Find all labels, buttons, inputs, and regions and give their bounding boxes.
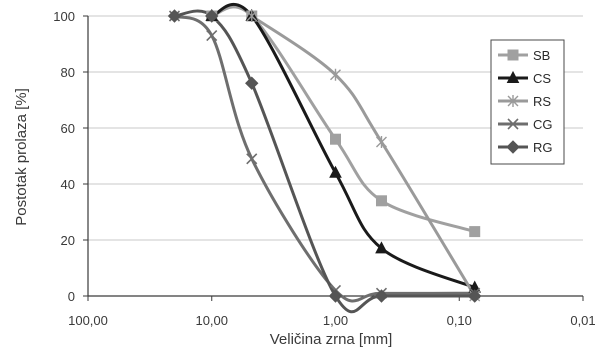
- x-tick-label: 100,00: [68, 313, 108, 328]
- series-line-rs: [250, 14, 477, 298]
- series-line-cg: [173, 14, 477, 303]
- y-tick-label: 60: [61, 121, 75, 136]
- legend-marker-rs: [507, 95, 519, 107]
- data-point-rg: [468, 289, 482, 303]
- y-axis-title: Postotak prolaza [%]: [13, 88, 30, 226]
- data-point-sb: [469, 226, 481, 238]
- legend-label-rg: RG: [533, 140, 553, 155]
- data-point-cg: [206, 30, 218, 42]
- legend-marker-cg: [507, 118, 519, 130]
- legend-label-sb: SB: [533, 48, 550, 63]
- x-tick-labels: 100,00 10,00 1,00 0,10 0,01: [68, 313, 596, 328]
- x-tick-label: 1,00: [323, 313, 348, 328]
- data-point-sb: [375, 195, 387, 207]
- y-tick-label: 0: [68, 289, 75, 304]
- legend-label-rs: RS: [533, 94, 551, 109]
- data-point-cg: [246, 153, 258, 165]
- data-point-rg: [245, 76, 259, 90]
- legend-label-cg: CG: [533, 117, 553, 132]
- y-tick-labels: 0 20 40 60 80 100: [53, 9, 75, 304]
- data-point-sb: [330, 133, 341, 145]
- y-tick-label: 40: [61, 177, 75, 192]
- series-markers: [167, 8, 482, 303]
- y-tick-label: 20: [61, 233, 75, 248]
- y-tick-label: 80: [61, 65, 75, 80]
- legend: SB CS RS CG RG: [490, 39, 565, 165]
- data-point-rs: [330, 68, 341, 81]
- legend-label-cs: CS: [533, 71, 551, 86]
- y-tick-label: 100: [53, 9, 75, 24]
- data-point-cs: [329, 165, 342, 178]
- x-tick-label: 0,01: [570, 313, 595, 328]
- x-tick-label: 10,00: [195, 313, 228, 328]
- x-tick-label: 0,10: [447, 313, 472, 328]
- data-point-rg: [328, 289, 343, 303]
- data-point-rg: [374, 289, 389, 303]
- series-line-cs: [210, 2, 477, 290]
- legend-marker-rg: [506, 140, 520, 154]
- legend-marker-cs: [506, 70, 520, 83]
- data-point-rg: [205, 9, 219, 23]
- data-point-rs: [375, 136, 387, 148]
- legend-marker-sb: [507, 49, 519, 61]
- data-point-rs: [246, 10, 258, 22]
- x-axis-title: Veličina zrna [mm]: [270, 331, 393, 348]
- data-point-cs: [375, 241, 388, 254]
- series-line-sb: [210, 5, 477, 234]
- data-point-rg: [167, 9, 182, 23]
- series-lines: [173, 2, 477, 314]
